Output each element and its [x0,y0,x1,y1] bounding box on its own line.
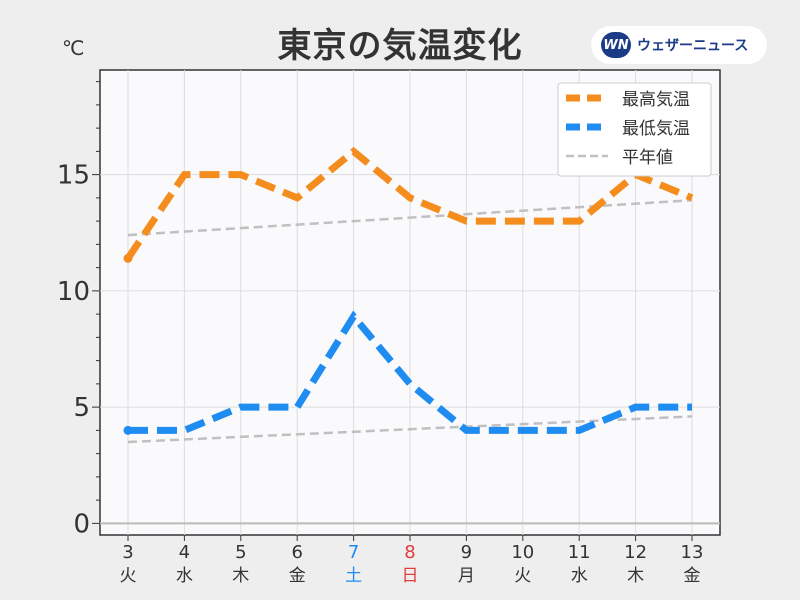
legend-label: 平年値 [622,148,673,168]
x-weekday-label: 水 [176,566,193,586]
y-tick-label: 10 [57,277,90,307]
low-temperature-start-point [123,425,133,435]
x-weekday-label: 金 [289,566,306,586]
y-axis-unit: ℃ [62,36,85,60]
high-temperature-line [125,146,694,261]
brand-logo-icon: WN [601,32,631,58]
normal-temperature-line [127,415,693,444]
chart-title: 東京の気温変化 [277,26,523,66]
x-weekday-label: 水 [571,566,588,586]
x-tick-label: 7 [348,542,359,563]
brand-badge: WN ウェザーニュース [591,26,767,64]
x-tick-label: 3 [122,542,133,563]
legend-box [557,82,712,177]
x-tick-label: 4 [179,542,190,563]
x-tick-label: 13 [681,542,704,563]
x-tick-label: 11 [568,542,591,563]
legend-label: 最高気温 [622,90,690,110]
x-tick-label: 5 [235,542,246,563]
y-tick-label: 5 [73,393,90,423]
x-weekday-label: 火 [514,566,531,586]
x-weekday-label: 木 [232,566,249,586]
x-weekday-label: 火 [120,566,137,586]
x-tick-label: 10 [511,542,534,563]
x-weekday-label: 木 [627,566,644,586]
x-tick-label: 9 [461,542,472,563]
brand-name: ウェザーニュース [637,38,749,54]
x-weekday-label: 日 [402,566,419,586]
low-temperature-line [128,310,692,434]
high-temperature-start-point [123,253,133,263]
x-weekday-label: 月 [458,566,475,586]
y-tick-label: 0 [73,509,90,539]
x-weekday-label: 金 [684,566,701,586]
x-tick-label: 12 [624,542,647,563]
x-tick-label: 8 [404,542,415,563]
y-tick-label: 15 [57,161,90,191]
x-tick-label: 6 [291,542,302,563]
legend-label: 最低気温 [622,119,690,139]
x-weekday-label: 土 [345,566,362,586]
